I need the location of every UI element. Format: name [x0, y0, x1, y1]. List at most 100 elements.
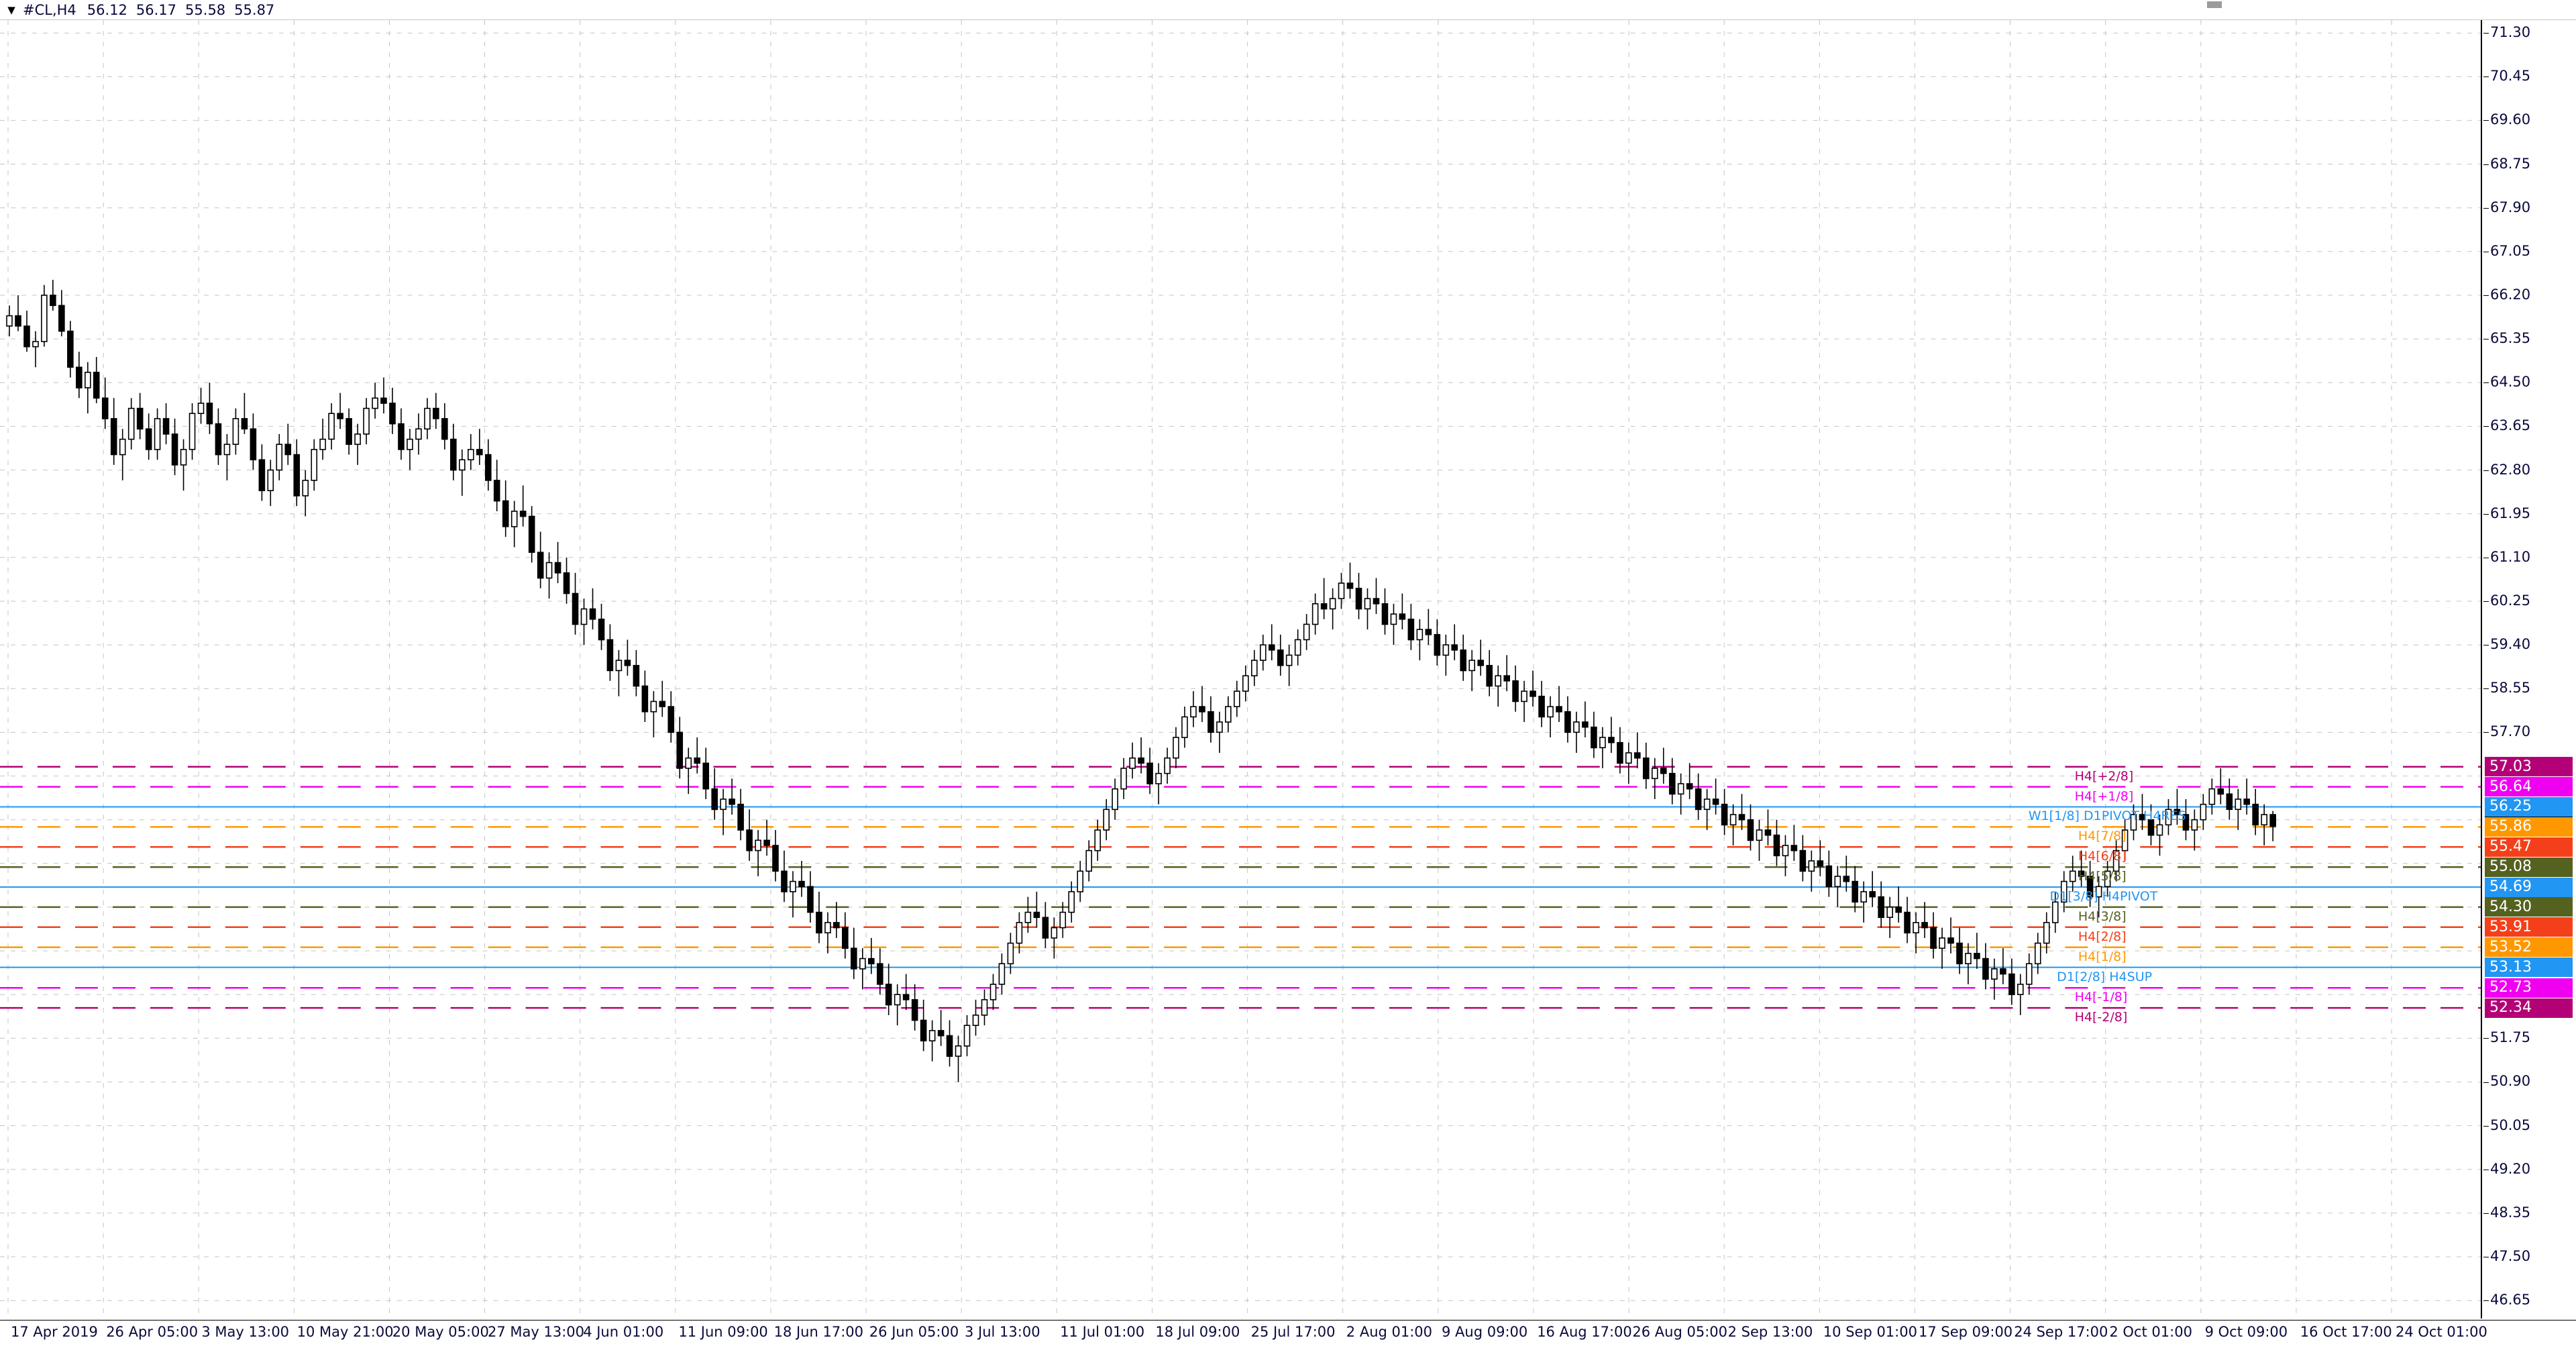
price-level-badge[interactable]: 53.13	[2485, 957, 2573, 978]
price-tick-label: 61.95	[2490, 505, 2531, 521]
price-tick-mark	[2483, 1300, 2489, 1302]
price-tick-label: 50.90	[2490, 1073, 2531, 1090]
price-tick-label: 66.20	[2490, 286, 2531, 303]
price-tick-mark	[2483, 1082, 2489, 1083]
time-tick-label: 26 Apr 05:00	[106, 1324, 199, 1340]
price-tick-label: 60.25	[2490, 592, 2531, 609]
time-tick-label: 11 Jul 01:00	[1060, 1324, 1145, 1340]
price-tick-label: 51.75	[2490, 1029, 2531, 1046]
time-tick-label: 27 May 13:00	[488, 1324, 585, 1340]
price-tick-label: 48.35	[2490, 1204, 2531, 1221]
time-tick-label: 10 May 21:00	[297, 1324, 394, 1340]
time-tick-label: 24 Sep 17:00	[2014, 1324, 2108, 1340]
price-level-badge[interactable]: 55.08	[2485, 857, 2573, 877]
price-level-labels: H4[+2/8] H4[+1/8] W1[1/8] D1PIVOT H4RES H4[…	[0, 20, 2481, 1318]
chevron-down-icon[interactable]: ▼	[7, 3, 15, 16]
price-tick-mark	[2483, 76, 2489, 78]
price-tick-label: 50.05	[2490, 1117, 2531, 1133]
price-level-badge[interactable]: 52.73	[2485, 978, 2573, 998]
symbol-timeframe-label: #CL,H4	[23, 1, 76, 18]
price-tick-mark	[2483, 339, 2489, 340]
price-tick-mark	[2483, 33, 2489, 34]
ohlc-values: 56.12 56.17 55.58 55.87	[87, 2, 284, 18]
time-tick-label: 16 Oct 17:00	[2300, 1324, 2392, 1340]
price-level-badge[interactable]: 57.03	[2485, 757, 2573, 777]
price-tick-label: 67.05	[2490, 242, 2531, 259]
time-tick-label: 9 Aug 09:00	[1442, 1324, 1528, 1340]
price-tick-label: 46.65	[2490, 1292, 2531, 1308]
time-tick-label: 11 Jun 09:00	[678, 1324, 768, 1340]
price-level-badge[interactable]: 54.30	[2485, 897, 2573, 917]
chart-scroll-handle[interactable]	[2207, 1, 2222, 8]
price-level-badge[interactable]: 56.25	[2485, 796, 2573, 817]
price-level-badge[interactable]: 56.64	[2485, 777, 2573, 797]
price-tick-mark	[2483, 688, 2489, 690]
time-tick-label: 9 Oct 09:00	[2204, 1324, 2288, 1340]
level-label: H4[7/8]	[2078, 829, 2127, 844]
level-label: H4[1/8]	[2078, 949, 2127, 964]
price-tick-label: 67.90	[2490, 199, 2531, 215]
price-tick-label: 49.20	[2490, 1160, 2531, 1177]
time-tick-label: 3 May 13:00	[201, 1324, 290, 1340]
price-tick-label: 65.35	[2490, 330, 2531, 347]
price-tick-label: 57.70	[2490, 723, 2531, 740]
ohlc-value: 55.58	[185, 1, 226, 18]
price-tick-mark	[2483, 207, 2489, 209]
level-label: H4[-2/8]	[2074, 1010, 2128, 1025]
ohlc-value: 56.12	[87, 1, 127, 18]
ohlc-value: 56.17	[136, 1, 177, 18]
time-tick-label: 2 Oct 01:00	[2109, 1324, 2192, 1340]
price-axis[interactable]: 71.30 70.45 69.60 68.75 67.90 67.05 66.20 65.35…	[2483, 20, 2576, 1318]
level-label: H4[+1/8]	[2074, 788, 2134, 804]
time-tick-label: 4 Jun 01:00	[583, 1324, 664, 1340]
level-label: H4[5/8]	[2078, 869, 2127, 884]
price-tick-label: 63.65	[2490, 417, 2531, 434]
price-tick-mark	[2483, 164, 2489, 165]
price-level-badge[interactable]: 53.91	[2485, 917, 2573, 937]
time-tick-label: 20 May 05:00	[392, 1324, 489, 1340]
price-tick-mark	[2483, 382, 2489, 384]
price-tick-mark	[2483, 1125, 2489, 1127]
time-tick-label: 17 Apr 2019	[11, 1324, 98, 1340]
time-tick-label: 10 Sep 01:00	[1823, 1324, 1917, 1340]
price-tick-mark	[2483, 732, 2489, 733]
price-tick-mark	[2483, 295, 2489, 296]
price-tick-label: 64.50	[2490, 374, 2531, 391]
chart-plot-area[interactable]: H4[+2/8] H4[+1/8] W1[1/8] D1PIVOT H4RES H4[…	[0, 20, 2482, 1318]
price-tick-mark	[2483, 513, 2489, 515]
price-tick-mark	[2483, 470, 2489, 471]
price-level-badge[interactable]: 52.34	[2485, 998, 2573, 1018]
price-level-badge[interactable]: 54.69	[2485, 877, 2573, 897]
time-tick-label: 3 Jul 13:00	[965, 1324, 1040, 1340]
level-label: W1[1/8] D1PIVOT H4RES	[2028, 809, 2186, 824]
price-tick-label: 61.10	[2490, 548, 2531, 565]
level-label: H4[2/8]	[2078, 929, 2127, 944]
price-tick-label: 70.45	[2490, 68, 2531, 85]
price-tick-label: 58.55	[2490, 680, 2531, 696]
price-tick-label: 47.50	[2490, 1248, 2531, 1265]
price-tick-label: 62.80	[2490, 461, 2531, 478]
time-tick-label: 18 Jun 17:00	[773, 1324, 863, 1340]
price-tick-label: 59.40	[2490, 636, 2531, 653]
level-label: H4[6/8]	[2078, 849, 2127, 864]
grid-layer	[0, 20, 2481, 1318]
time-tick-label: 18 Jul 09:00	[1155, 1324, 1240, 1340]
price-level-lines	[0, 766, 2481, 1009]
price-tick-label: 71.30	[2490, 24, 2531, 41]
price-level-badge[interactable]: 55.86	[2485, 817, 2573, 837]
price-tick-mark	[2483, 1212, 2489, 1214]
chart-title-bar: ▼ #CL,H4 56.12 56.17 55.58 55.87	[0, 0, 2576, 20]
price-level-badge[interactable]: 55.47	[2485, 837, 2573, 857]
ohlc-value: 55.87	[234, 1, 275, 18]
level-label: H4[-1/8]	[2074, 990, 2128, 1005]
price-tick-mark	[2483, 426, 2489, 427]
time-tick-label: 24 Oct 01:00	[2396, 1324, 2487, 1340]
price-tick-label: 68.75	[2490, 155, 2531, 172]
level-label: D1[3/8] H4PIVOT	[2049, 889, 2158, 904]
time-tick-label: 25 Jul 17:00	[1250, 1324, 1336, 1340]
price-tick-mark	[2483, 601, 2489, 602]
time-axis[interactable]: 17 Apr 2019 26 Apr 05:00 3 May 13:00 10 May…	[0, 1320, 2576, 1346]
price-level-badge[interactable]: 53.52	[2485, 937, 2573, 957]
level-label: H4[3/8]	[2078, 909, 2127, 924]
